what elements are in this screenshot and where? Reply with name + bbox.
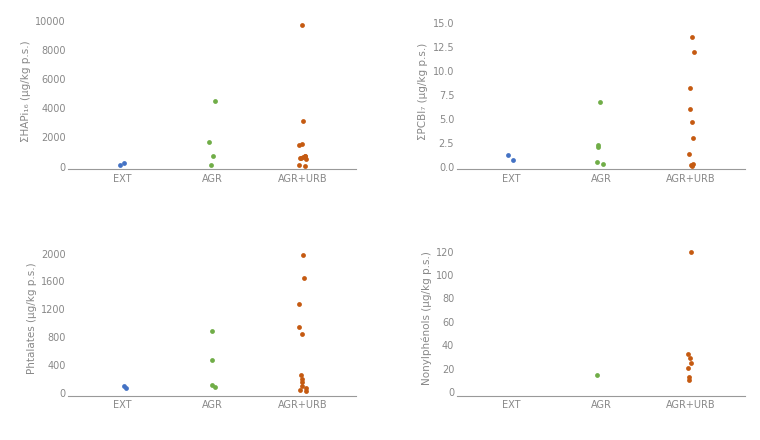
Point xyxy=(683,150,695,158)
Point xyxy=(689,48,701,55)
Point xyxy=(293,300,306,307)
Point xyxy=(687,160,699,167)
Point xyxy=(299,162,312,169)
Point xyxy=(507,156,519,163)
Point xyxy=(293,155,306,162)
Point xyxy=(296,118,309,125)
Point xyxy=(597,160,609,167)
Point xyxy=(592,142,604,149)
Point xyxy=(119,384,131,391)
Point xyxy=(686,118,698,125)
Point xyxy=(209,97,221,104)
Point xyxy=(296,378,308,385)
Point xyxy=(299,388,312,395)
Point xyxy=(296,140,309,147)
Point xyxy=(682,350,694,357)
Point xyxy=(686,134,698,141)
Point xyxy=(685,161,697,168)
Point xyxy=(682,374,695,381)
Point xyxy=(205,381,217,389)
Point xyxy=(118,160,130,167)
Point xyxy=(685,359,697,367)
Point xyxy=(682,364,694,371)
Point xyxy=(294,386,306,393)
Point xyxy=(299,384,312,391)
Point xyxy=(686,162,698,169)
Point xyxy=(591,159,603,166)
Point xyxy=(296,382,308,389)
Point xyxy=(502,151,515,158)
Point xyxy=(296,22,309,29)
Point xyxy=(205,327,217,334)
Point xyxy=(293,141,305,148)
Point xyxy=(684,355,696,362)
Y-axis label: Phtalates (µg/kg p.s.): Phtalates (µg/kg p.s.) xyxy=(27,262,36,374)
Point xyxy=(592,144,604,151)
Point xyxy=(207,153,219,160)
Point xyxy=(686,33,698,40)
Point xyxy=(297,154,309,161)
Y-axis label: Nonylphénols (µg/kg p.s.): Nonylphénols (µg/kg p.s.) xyxy=(421,251,432,385)
Y-axis label: ΣPCBl₇ (µg/kg p.s.): ΣPCBl₇ (µg/kg p.s.) xyxy=(419,43,429,140)
Point xyxy=(297,252,309,259)
Y-axis label: ΣHAPi₁₆ (µg/kg p.s.): ΣHAPi₁₆ (µg/kg p.s.) xyxy=(21,40,31,142)
Point xyxy=(295,154,307,161)
Point xyxy=(119,383,131,390)
Point xyxy=(298,275,310,282)
Point xyxy=(203,138,215,145)
Point xyxy=(683,106,695,113)
Point xyxy=(296,375,308,382)
Point xyxy=(594,99,606,106)
Point xyxy=(296,330,308,337)
Point xyxy=(206,356,218,363)
Point xyxy=(293,323,305,330)
Point xyxy=(591,371,603,378)
Point xyxy=(683,376,695,383)
Point xyxy=(296,372,308,379)
Point xyxy=(114,161,126,168)
Point xyxy=(208,383,220,390)
Point xyxy=(299,152,311,159)
Point xyxy=(204,161,217,168)
Point xyxy=(293,161,305,168)
Point xyxy=(299,156,312,163)
Point xyxy=(299,153,312,160)
Point xyxy=(686,248,698,255)
Point xyxy=(683,84,695,92)
